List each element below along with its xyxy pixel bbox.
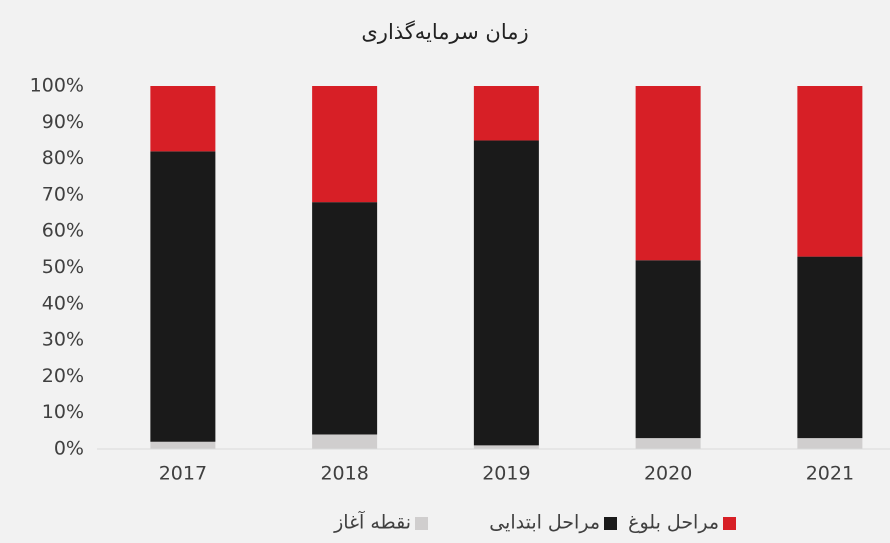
bar-segment	[635, 86, 701, 261]
bar-segment	[635, 260, 701, 439]
x-tick-label: 2017	[159, 463, 207, 485]
legend-label: مراحل بلوغ	[628, 512, 719, 534]
bar-segment	[150, 86, 216, 152]
legend-swatch	[604, 517, 617, 530]
bar-segment	[797, 438, 863, 449]
bar-segment	[797, 256, 863, 439]
x-tick-label: 2021	[806, 463, 854, 485]
y-tick-label: 90%	[42, 111, 84, 133]
y-tick-label: 20%	[42, 365, 84, 387]
y-tick-label: 50%	[42, 256, 84, 278]
y-tick-label: 40%	[42, 292, 84, 314]
chart-title: زمان سرمایه‌گذاری	[361, 20, 528, 44]
y-tick-label: 80%	[42, 147, 84, 169]
x-tick-label: 2020	[644, 463, 692, 485]
x-tick-label: 2019	[482, 463, 530, 485]
bar-segment	[473, 140, 539, 446]
legend-label: نقطه آغاز	[333, 510, 411, 534]
y-tick-label: 70%	[42, 183, 84, 205]
y-tick-label: 30%	[42, 329, 84, 351]
bar-segment	[150, 441, 216, 449]
bar-segment	[473, 86, 539, 141]
bar-segment	[312, 202, 378, 435]
bar-segment	[797, 86, 863, 257]
y-tick-label: 10%	[42, 401, 84, 423]
y-tick-label: 100%	[30, 75, 84, 97]
legend-swatch	[415, 517, 428, 530]
bar-segment	[312, 434, 378, 449]
legend-label: مراحل ابتدایی	[489, 512, 600, 534]
bar-segment	[312, 86, 378, 203]
bar-segment	[473, 445, 539, 449]
y-tick-label: 60%	[42, 220, 84, 242]
bar-segment	[150, 151, 216, 442]
bar-segment	[635, 438, 701, 449]
legend-swatch	[723, 517, 736, 530]
x-tick-label: 2018	[320, 463, 368, 485]
y-tick-label: 0%	[54, 438, 84, 460]
